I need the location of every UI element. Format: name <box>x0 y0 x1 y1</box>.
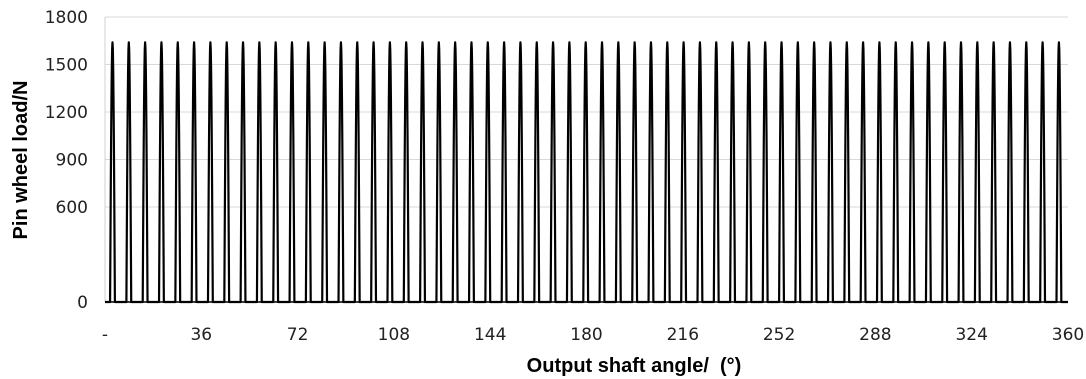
x-tick-labels: - 36 72 108 144 180 216 252 288 324 360 <box>102 325 1084 345</box>
x-tick-label-36: 36 <box>190 325 212 345</box>
y-tick-label-1800: 1800 <box>45 8 88 28</box>
x-tick-label-324: 324 <box>955 325 987 345</box>
x-tick-label-180: 180 <box>570 325 602 345</box>
series-line-pin-wheel-load <box>105 41 1068 304</box>
x-tick-label-72: 72 <box>287 325 309 345</box>
y-axis-title: Pin wheel load/N <box>10 81 32 240</box>
x-tick-label--: - <box>102 325 108 345</box>
y-tick-label-0: 0 <box>77 293 88 313</box>
y-tick-label-1500: 1500 <box>45 56 88 76</box>
x-tick-label-108: 108 <box>378 325 410 345</box>
y-tick-label-900: 900 <box>56 151 88 171</box>
x-tick-label-216: 216 <box>667 325 699 345</box>
y-tick-label-600: 600 <box>56 198 88 218</box>
y-tick-label-1200: 1200 <box>45 103 88 123</box>
x-axis-title: Output shaft angle/ (°) <box>527 355 742 377</box>
x-tick-label-360: 360 <box>1052 325 1084 345</box>
x-tick-label-288: 288 <box>859 325 891 345</box>
x-tick-label-144: 144 <box>474 325 506 345</box>
y-tick-labels: 0 600 900 1200 1500 1800 <box>45 8 88 313</box>
x-tick-label-252: 252 <box>763 325 795 345</box>
series-group <box>105 41 1068 304</box>
